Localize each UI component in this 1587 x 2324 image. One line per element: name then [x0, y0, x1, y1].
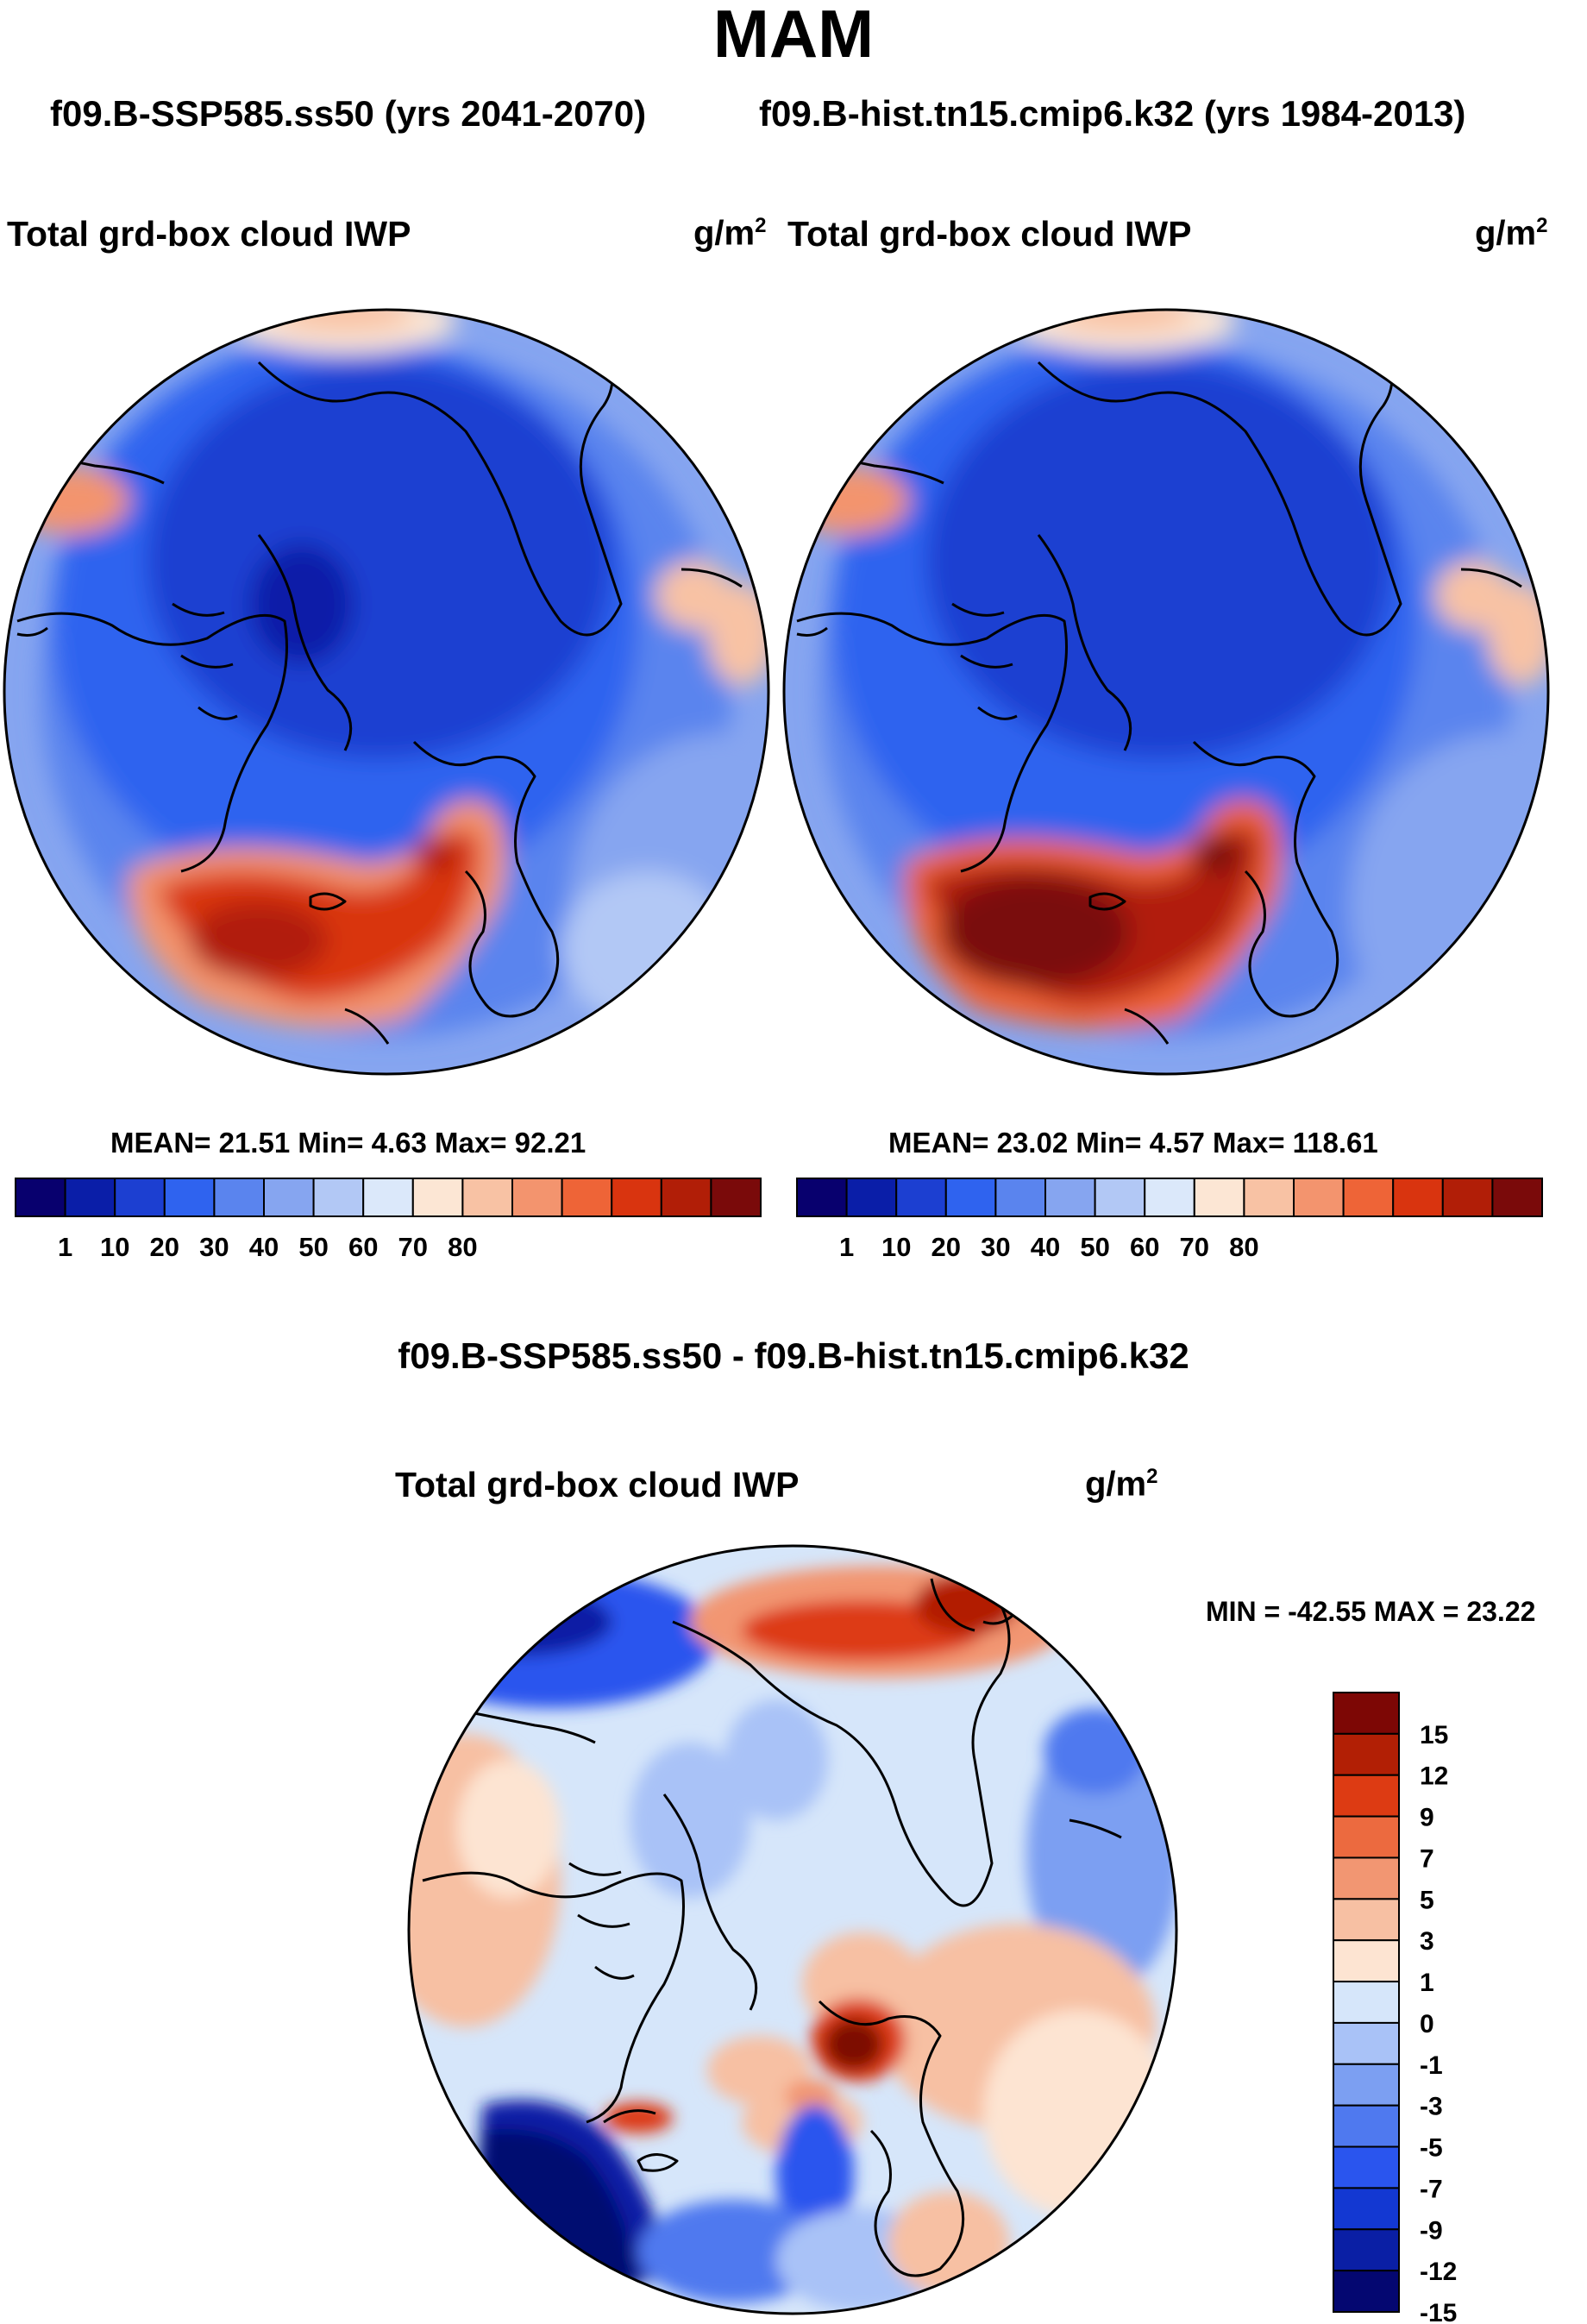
colorbar-tick-label: 50 [1080, 1232, 1109, 1262]
colorbar-swatch [1333, 1774, 1400, 1818]
colorbar-swatch [1342, 1178, 1395, 1217]
colorbar-3: 15 12 9 7 5 3 1 0 -1 -3 -5 -7 -9 -12 -15 [1333, 1692, 1457, 2324]
colorbar-swatch [710, 1178, 762, 1217]
colorbar-swatch [895, 1178, 947, 1217]
colorbar-swatch [1333, 1898, 1400, 1942]
colorbar-swatch [263, 1178, 315, 1217]
colorbar-swatch [213, 1178, 265, 1217]
colorbar-swatch [64, 1178, 116, 1217]
colorbar-swatch [461, 1178, 514, 1217]
subtitle-right: f09.B-hist.tn15.cmip6.k32 (yrs 1984-2013… [759, 93, 1466, 134]
colorbar-1: 1 10 20 30 40 50 60 70 80 [15, 1178, 762, 1262]
panel1-units: g/m2 [693, 214, 767, 253]
colorbar-swatch [15, 1178, 66, 1217]
colorbar-swatch [1333, 1856, 1400, 1900]
colorbar-swatch [312, 1178, 365, 1217]
colorbar-tick-label: -5 [1420, 2134, 1443, 2163]
map-panel-3 [407, 1544, 1178, 2315]
colorbar-tick-label: 10 [100, 1232, 129, 1262]
colorbar-swatch [1333, 2021, 1400, 2065]
colorbar-swatch [163, 1178, 216, 1217]
colorbar-tick-label: 40 [1031, 1232, 1060, 1262]
colorbar-tick-label: 3 [1420, 1927, 1434, 1956]
panel2-units: g/m2 [1475, 214, 1548, 253]
colorbar-swatch [561, 1178, 613, 1217]
colorbar-tick-label: 60 [1130, 1232, 1159, 1262]
colorbar-swatch [1293, 1178, 1345, 1217]
colorbar-tick-label: 40 [249, 1232, 279, 1262]
colorbar-swatch [1333, 1815, 1400, 1859]
colorbar-swatch [1392, 1178, 1444, 1217]
colorbar-swatch [1094, 1178, 1146, 1217]
colorbar-tick-label: 30 [981, 1232, 1010, 1262]
panel3-minmax: MIN = -42.55 MAX = 23.22 [1206, 1596, 1536, 1627]
colorbar-swatch [411, 1178, 464, 1217]
colorbar-tick-label: 9 [1420, 1804, 1434, 1832]
colorbar-swatch [1491, 1178, 1544, 1217]
colorbar-tick-label: 0 [1420, 2010, 1434, 2038]
colorbar-swatch [1044, 1178, 1096, 1217]
colorbar-swatch [1243, 1178, 1295, 1217]
colorbar-swatch [362, 1178, 414, 1217]
colorbar-swatch [1333, 1939, 1400, 1983]
colorbar-tick-label: 1 [58, 1232, 72, 1262]
colorbar-swatch [1333, 2228, 1400, 2272]
colorbar-tick-label: 1 [1420, 1969, 1434, 1997]
colorbar-tick-label: 80 [1229, 1232, 1258, 1262]
colorbar-tick-label: 10 [881, 1232, 911, 1262]
panel1-stats: MEAN= 21.51 Min= 4.63 Max= 92.21 [110, 1127, 586, 1159]
colorbar-tick-label: -12 [1420, 2258, 1457, 2286]
figure-title: MAM [712, 0, 875, 72]
colorbar-tick-label: -3 [1420, 2093, 1443, 2121]
colorbar-swatch [611, 1178, 662, 1217]
colorbar-tick-label: 50 [298, 1232, 328, 1262]
colorbar-tick-label: -15 [1420, 2299, 1457, 2324]
panel3-variable-label: Total grd-box cloud IWP [395, 1465, 800, 1504]
colorbar-tick-label: 60 [348, 1232, 378, 1262]
panel3-units: g/m2 [1085, 1465, 1158, 1504]
subtitle-left: f09.B-SSP585.ss50 (yrs 2041-2070) [50, 93, 647, 134]
colorbar-swatch [1333, 1732, 1400, 1776]
colorbar-tick-label: 5 [1420, 1886, 1434, 1914]
panel2-variable-label: Total grd-box cloud IWP [787, 214, 1192, 254]
colorbar-swatch [511, 1178, 563, 1217]
panel1-variable-label: Total grd-box cloud IWP [7, 214, 411, 254]
colorbar-swatch [796, 1178, 848, 1217]
colorbar-swatch [1193, 1178, 1245, 1217]
colorbar-tick-label: 20 [932, 1232, 961, 1262]
colorbar-swatch [1333, 2063, 1400, 2107]
colorbar-swatch [1333, 1692, 1400, 1735]
map-panel-2 [782, 308, 1550, 1076]
colorbar-swatch [1441, 1178, 1494, 1217]
colorbar-swatch [1333, 2270, 1400, 2313]
colorbar-swatch [1333, 2187, 1400, 2231]
colorbar-2: 1 10 20 30 40 50 60 70 80 [796, 1178, 1544, 1262]
map-panel-1 [3, 308, 770, 1076]
colorbar-tick-label: 20 [150, 1232, 179, 1262]
colorbar-swatch [660, 1178, 712, 1217]
colorbar-tick-label: 15 [1420, 1721, 1448, 1749]
colorbar-tick-label: 30 [199, 1232, 229, 1262]
colorbar-tick-label: 7 [1420, 1844, 1434, 1873]
colorbar-tick-label: -9 [1420, 2216, 1443, 2245]
difference-title: f09.B-SSP585.ss50 - f09.B-hist.tn15.cmip… [398, 1335, 1189, 1376]
colorbar-tick-label: 70 [1180, 1232, 1209, 1262]
colorbar-swatch [1333, 1981, 1400, 2024]
panel2-stats: MEAN= 23.02 Min= 4.57 Max= 118.61 [888, 1127, 1378, 1159]
colorbar-swatch [1333, 2104, 1400, 2148]
colorbar-swatch [1333, 2145, 1400, 2189]
colorbar-tick-label: 70 [398, 1232, 428, 1262]
colorbar-swatch [994, 1178, 1047, 1217]
colorbar-tick-label: 12 [1420, 1762, 1448, 1791]
colorbar-tick-label: 80 [448, 1232, 477, 1262]
colorbar-tick-label: 1 [839, 1232, 854, 1262]
colorbar-swatch [944, 1178, 997, 1217]
colorbar-swatch [114, 1178, 166, 1217]
colorbar-swatch [845, 1178, 898, 1217]
colorbar-tick-label: -7 [1420, 2175, 1443, 2203]
colorbar-swatch [1144, 1178, 1195, 1217]
colorbar-tick-label: -1 [1420, 2051, 1443, 2080]
